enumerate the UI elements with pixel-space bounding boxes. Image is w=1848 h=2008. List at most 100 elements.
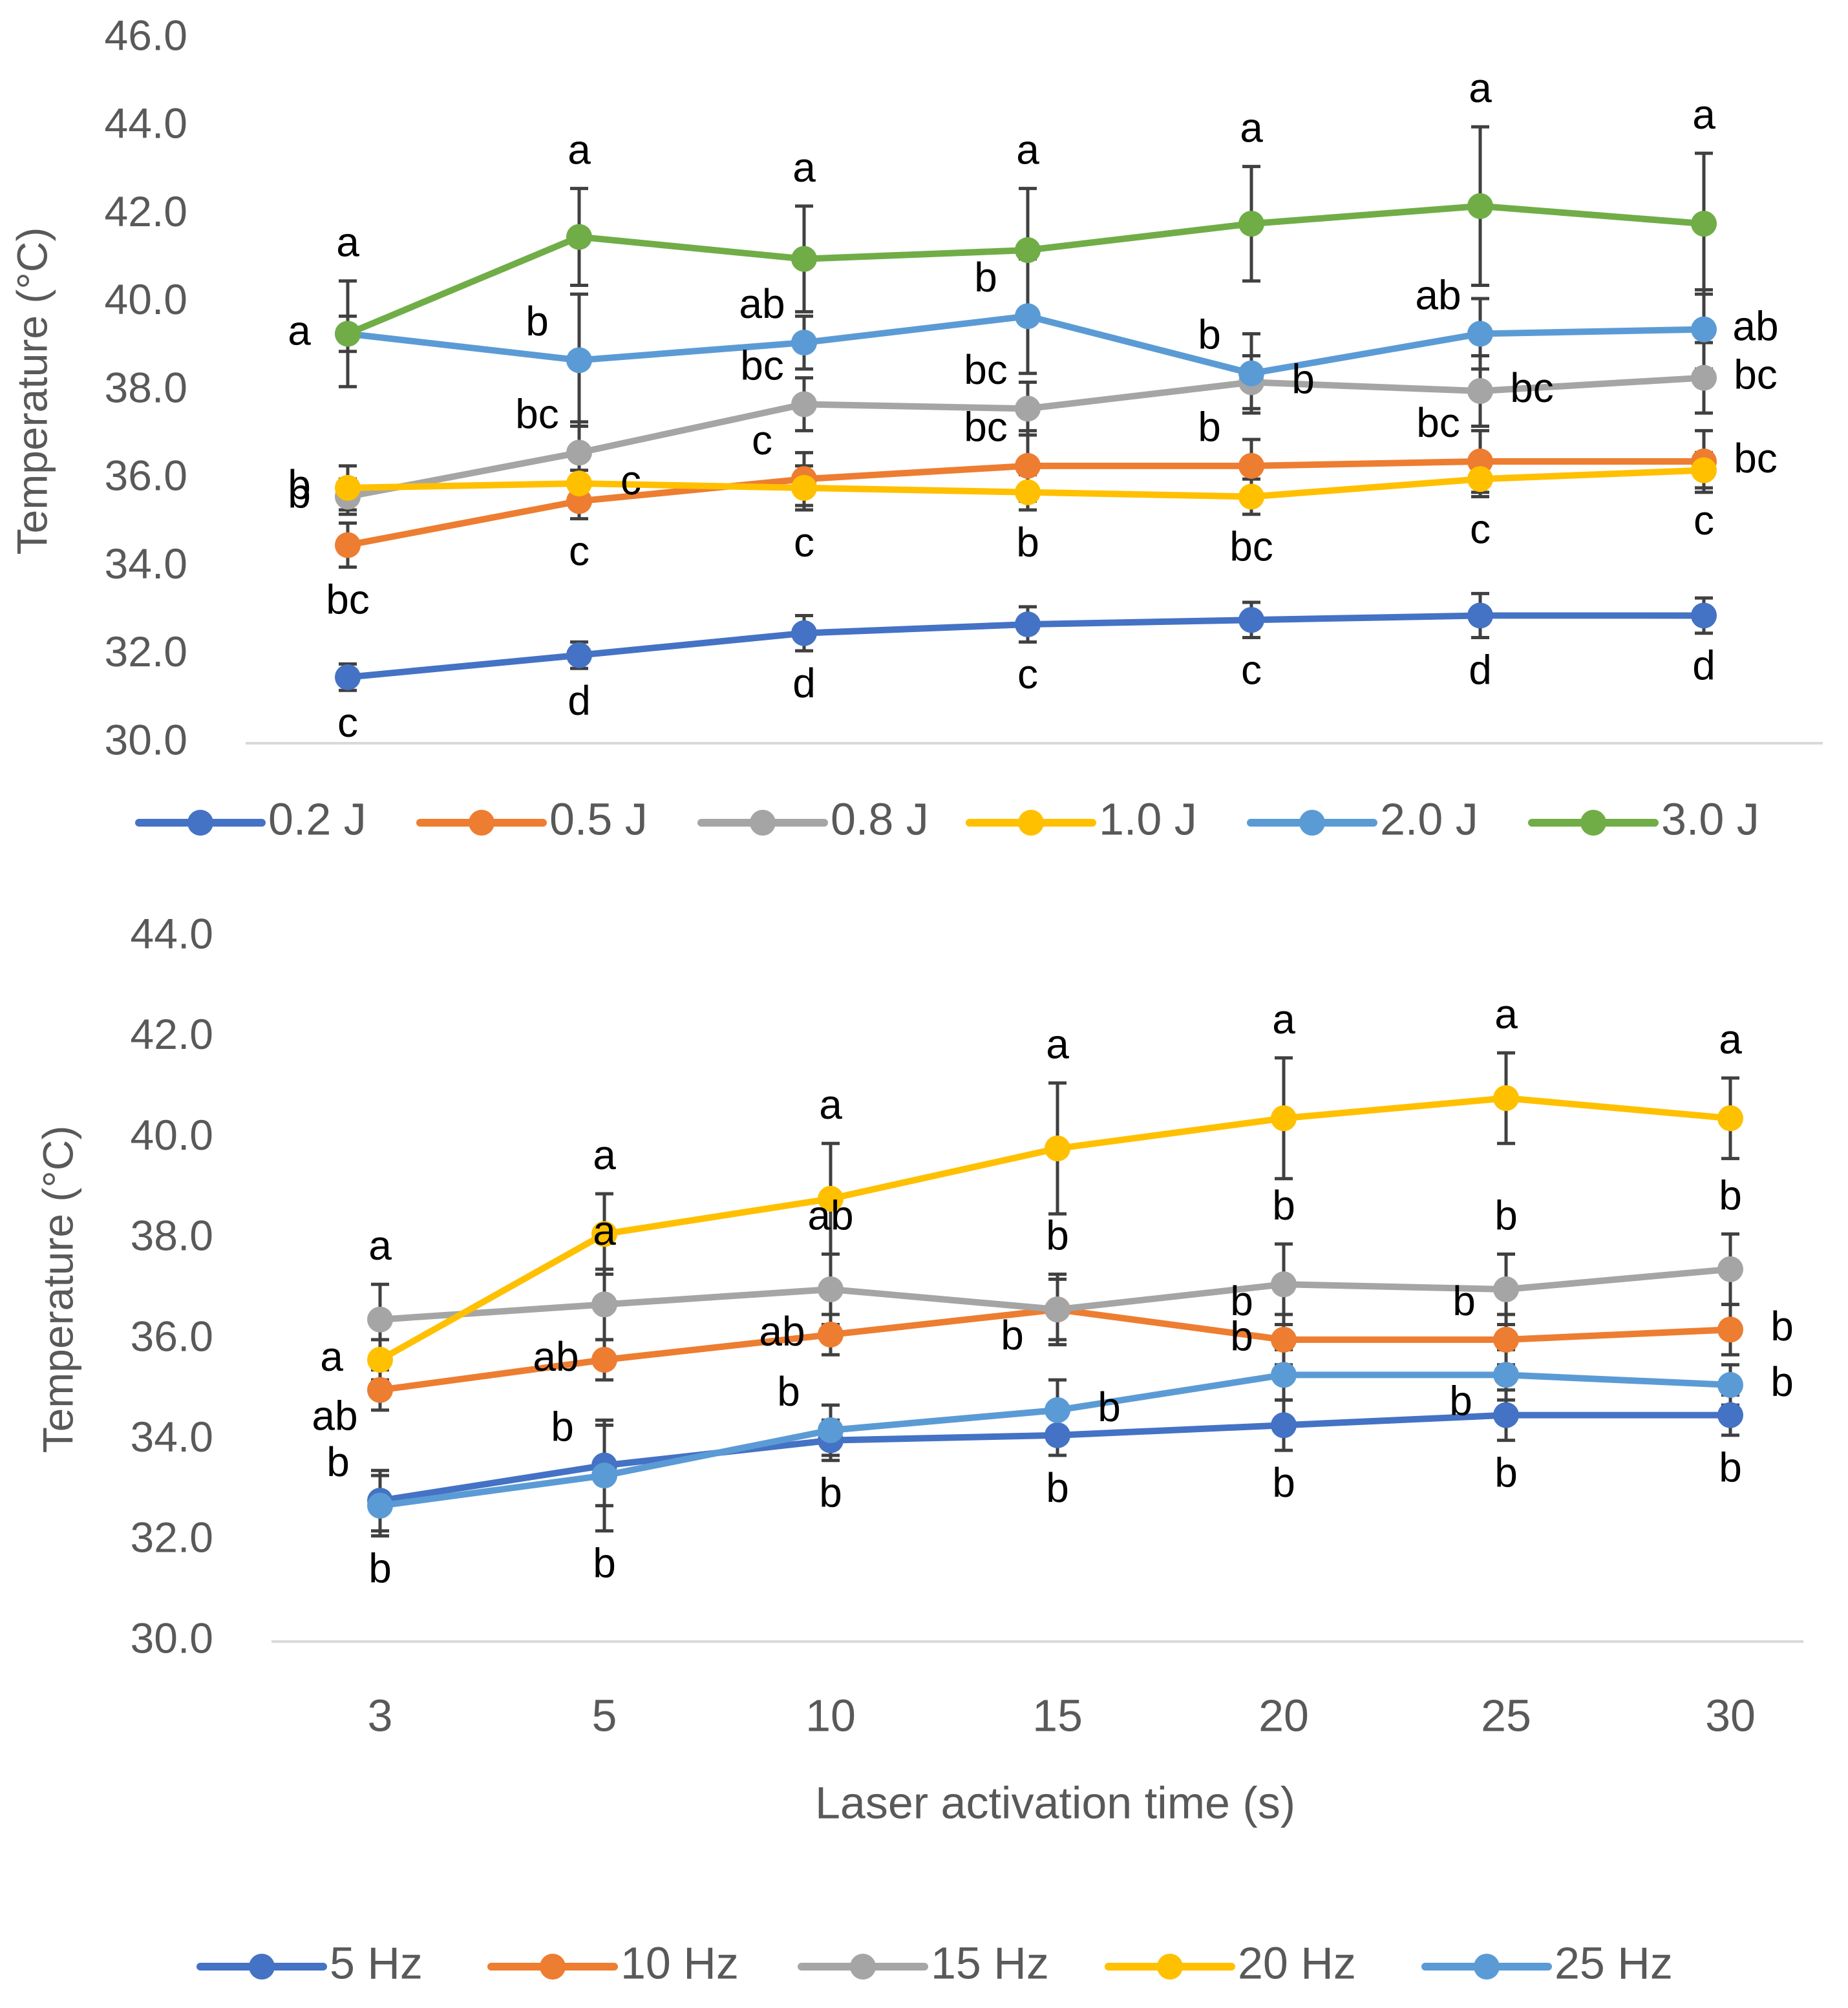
legend-marker — [1018, 810, 1044, 836]
significance-label: b — [526, 298, 549, 344]
data-point — [1691, 211, 1717, 237]
data-point — [335, 321, 361, 347]
data-point — [791, 330, 817, 356]
significance-label: d — [1469, 646, 1492, 693]
y-tick-label: 40.0 — [131, 1111, 213, 1159]
legend-label: 20 Hz — [1238, 1938, 1356, 1988]
data-point — [1691, 316, 1717, 343]
significance-label: bc — [1229, 523, 1273, 570]
x-tick-label: 25 — [1481, 1690, 1531, 1740]
legend-label: 1.0 J — [1099, 794, 1197, 844]
data-point — [1045, 1136, 1070, 1161]
significance-label: b — [1198, 404, 1221, 450]
data-point — [1493, 1402, 1519, 1428]
significance-label: c — [337, 699, 358, 746]
data-point — [591, 1347, 617, 1373]
x-tick-label: 3 — [368, 1690, 393, 1740]
data-point — [791, 474, 817, 501]
data-point — [791, 246, 817, 272]
y-tick-label: 34.0 — [105, 540, 187, 587]
data-point — [1467, 466, 1493, 492]
significance-label: bc — [515, 390, 559, 437]
data-point — [1238, 360, 1264, 386]
data-point — [1271, 1412, 1297, 1439]
x-axis-title: Laser activation time (s) — [815, 1777, 1295, 1828]
x-tick-label: 15 — [1032, 1690, 1083, 1740]
significance-label: b — [593, 1540, 616, 1587]
data-point — [566, 439, 592, 466]
data-point — [367, 1306, 393, 1333]
data-point — [1238, 483, 1264, 510]
data-point — [1493, 1276, 1519, 1302]
data-point — [1015, 479, 1041, 505]
data-point — [1717, 1316, 1743, 1343]
data-point — [566, 642, 592, 668]
data-point — [367, 1377, 393, 1403]
data-point — [1717, 1371, 1743, 1398]
y-tick-label: 36.0 — [105, 452, 187, 500]
legend-marker — [1157, 1954, 1183, 1980]
data-point — [335, 474, 361, 501]
legend-marker — [850, 1954, 876, 1980]
significance-label: a — [1016, 127, 1039, 173]
data-point — [1015, 237, 1041, 263]
y-tick-label: 32.0 — [131, 1514, 213, 1561]
significance-label: c — [1694, 497, 1714, 544]
significance-label: b — [777, 1368, 800, 1415]
significance-label: a — [568, 127, 591, 173]
significance-label: a — [320, 1333, 343, 1380]
y-tick-label: 32.0 — [105, 628, 187, 675]
legend-marker — [1580, 810, 1606, 836]
data-point — [335, 532, 361, 558]
data-point — [1271, 1362, 1297, 1388]
x-tick-label: 20 — [1259, 1690, 1309, 1740]
y-tick-label: 34.0 — [131, 1413, 213, 1461]
chart-energy: 30.0 32.0 34.0 36.0 38.0 40.0 42.0 44.0 46.0 Temp… — [8, 11, 1823, 844]
y-tick-label: 38.0 — [105, 363, 187, 411]
significance-label: bc — [964, 404, 1008, 450]
y-tick-label: 36.0 — [131, 1312, 213, 1360]
significance-label: bc — [326, 576, 370, 622]
significance-label: a — [1494, 991, 1518, 1037]
significance-label: ab — [739, 280, 785, 327]
data-point — [1493, 1085, 1519, 1112]
legend-marker — [1299, 810, 1325, 836]
legend-marker — [540, 1954, 566, 1980]
data-point — [1691, 365, 1717, 391]
significance-label: b — [1198, 312, 1221, 358]
significance-label: b — [1719, 1172, 1742, 1218]
y-tick-label: 42.0 — [131, 1010, 213, 1058]
significance-label: b — [1770, 1303, 1794, 1349]
data-point — [1493, 1326, 1519, 1353]
significance-label: b — [551, 1403, 574, 1450]
significance-label: b — [1016, 519, 1039, 565]
significance-label: ab — [312, 1393, 357, 1439]
significance-label: a — [1046, 1021, 1069, 1068]
data-point — [1717, 1105, 1743, 1132]
data-point — [591, 1463, 617, 1489]
y-tick-label: 30.0 — [105, 715, 187, 763]
significance-label: b — [1291, 355, 1315, 402]
significance-label: a — [819, 1081, 842, 1128]
y-tick-label: 44.0 — [131, 909, 213, 957]
significance-label: a — [1240, 104, 1263, 151]
data-point — [1015, 396, 1041, 422]
y-axis-title: Temperature (°C) — [8, 227, 56, 555]
data-point — [1467, 193, 1493, 219]
legend-marker — [750, 810, 776, 836]
legend-label: 0.2 J — [268, 794, 366, 844]
y-axis-title: Temperature (°C) — [34, 1126, 81, 1453]
x-tick-label: 10 — [805, 1690, 856, 1740]
y-tick-label: 38.0 — [131, 1212, 213, 1260]
data-point — [335, 664, 361, 690]
significance-label: b — [326, 1439, 350, 1485]
significance-label: d — [792, 660, 816, 706]
significance-label: b — [1449, 1377, 1472, 1424]
legend-marker — [187, 810, 213, 836]
legend-label: 5 Hz — [330, 1938, 423, 1988]
significance-label: c — [621, 457, 641, 503]
significance-label: b — [1719, 1444, 1742, 1491]
significance-label: c — [1017, 651, 1038, 697]
significance-label: bc — [740, 342, 784, 388]
significance-label: a — [792, 144, 816, 191]
